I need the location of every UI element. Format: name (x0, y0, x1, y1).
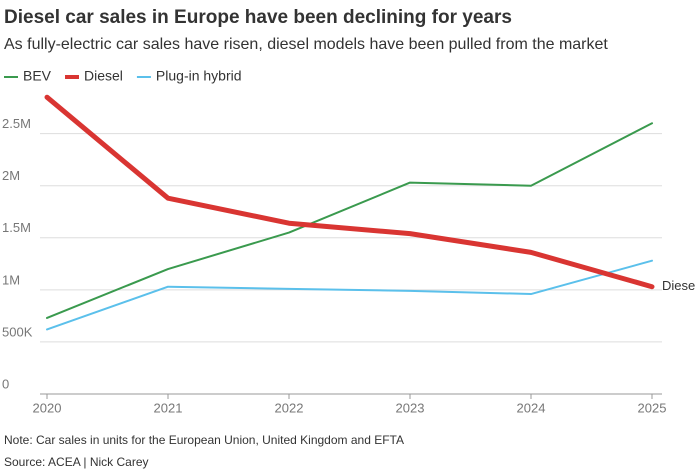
legend-label: BEV (23, 68, 52, 84)
y-tick-label: 2.5M (2, 116, 31, 131)
series-line (44, 94, 655, 290)
y-tick-label: 1M (2, 272, 20, 287)
y-tick-label: 1.5M (2, 220, 31, 235)
x-tick-label: 2023 (396, 400, 425, 415)
series-line (46, 122, 653, 319)
chart-subtitle: As fully-electric car sales have risen, … (4, 36, 608, 53)
chart-title: Diesel car sales in Europe have been dec… (4, 7, 512, 28)
x-tick-label: 2020 (33, 400, 62, 415)
series-line (46, 259, 653, 331)
x-tick-label: 2021 (154, 400, 183, 415)
x-tick-label: 2024 (517, 400, 546, 415)
x-tick-label: 2022 (275, 400, 304, 415)
y-tick-label: 0 (2, 376, 9, 391)
source: Source: ACEA | Nick Carey (4, 455, 149, 469)
y-tick-label: 2M (2, 168, 20, 183)
x-tick-label: 2025 (638, 400, 667, 415)
note: Note: Car sales in units for the Europea… (4, 433, 404, 447)
y-tick-label: 500K (2, 324, 33, 339)
legend-label: Plug-in hybrid (156, 68, 242, 84)
legend-label: Diesel (84, 68, 123, 84)
end-label: Diesel (662, 278, 696, 293)
